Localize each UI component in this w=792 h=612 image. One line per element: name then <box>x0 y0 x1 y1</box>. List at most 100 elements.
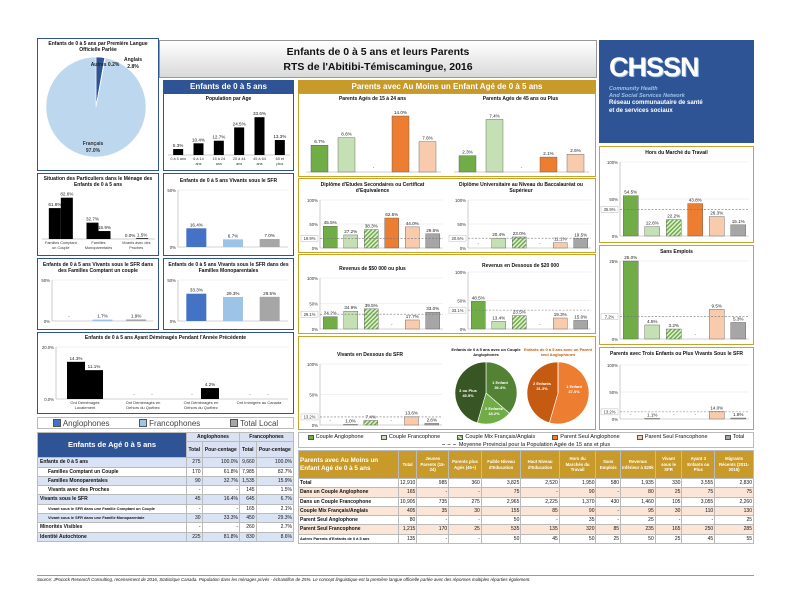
category-label: Dehors du Québec <box>126 405 160 410</box>
bar <box>223 296 243 321</box>
col-group: Francophones <box>238 431 295 443</box>
tick-label: 0% <box>612 417 618 422</box>
category-label: ans <box>236 162 242 166</box>
bar-label: - <box>329 418 331 423</box>
bar <box>364 308 379 330</box>
swatch-icon <box>636 434 643 440</box>
swatch-icon <box>552 434 559 440</box>
bar <box>424 423 440 426</box>
table-title: Parents avec Au Moins un Enfant Agé de 0… <box>298 450 399 479</box>
bar <box>623 260 639 340</box>
row-label: Familles Comptant un Couple <box>37 466 187 477</box>
bar-label: 23.0% <box>513 231 526 236</box>
bar-label: - <box>390 418 392 423</box>
average-box <box>600 408 619 416</box>
bar-label: - <box>539 241 541 246</box>
category-label: Vivants avec des <box>122 241 151 245</box>
row-label: Parent Seul Anglophone <box>298 515 399 526</box>
bar <box>337 137 356 173</box>
bar <box>644 226 660 237</box>
average-box <box>600 206 619 213</box>
bar <box>274 140 285 155</box>
bar <box>573 320 588 330</box>
chart-title: Population par Age <box>205 96 252 102</box>
table-cell: - <box>448 515 482 526</box>
legend-label: Francophones <box>149 418 201 428</box>
children-table: Enfants de Agé 0 à 5 ans Anglophones Fra… <box>37 431 295 542</box>
bar-label: - <box>133 392 135 397</box>
average-box <box>600 313 619 320</box>
table-cell: 50 <box>620 533 656 545</box>
bar <box>259 296 280 321</box>
legend-item: Parent Seul Francophone <box>636 434 708 440</box>
bar <box>173 149 184 155</box>
pie-label: 31.3% <box>536 386 548 391</box>
bar-label: 2.6% <box>427 417 437 422</box>
table-cell: - <box>416 515 450 526</box>
table-cell: 2,520 <box>520 477 560 489</box>
pie-slice <box>454 361 487 424</box>
bar-label: 1.5% <box>137 232 147 237</box>
bar-label: 22.2% <box>667 214 680 219</box>
bar-label: 1.9% <box>131 313 141 318</box>
average-box <box>300 310 319 318</box>
tick-label: 50% <box>457 222 466 227</box>
col-header: Hors du Marchés du Travail <box>558 450 597 479</box>
bar-label: 29.3% <box>226 291 239 296</box>
bar <box>512 236 527 249</box>
swatch-icon <box>229 419 238 427</box>
bar-label: 5.3% <box>173 143 183 148</box>
tick-label: 100% <box>607 363 618 368</box>
table-cell: 12,910 <box>397 477 418 489</box>
table-cell: 85 <box>595 524 622 535</box>
table-row: Vivants avec des Proches - -145 1.5% <box>37 485 295 496</box>
average-box <box>448 306 467 314</box>
bar-label: 9.5% <box>712 303 722 308</box>
bar-label: 25.0% <box>624 255 637 260</box>
bar-label: 82.6% <box>60 192 73 197</box>
bar <box>709 309 725 340</box>
pie-label: 1 Enfant <box>566 384 582 389</box>
tick-label: 0% <box>460 327 466 332</box>
bar <box>425 233 440 249</box>
pie-label: 1 Enfant <box>492 380 508 385</box>
swatch-icon <box>52 419 61 427</box>
household-chart: 61.8% 82.6% 32.7% 15.9% 0.0% 1.5% Familles Com… <box>42 192 155 250</box>
table-cell: 25 <box>654 487 683 498</box>
bar <box>485 119 504 173</box>
tick-label: 0% <box>612 337 618 342</box>
bar-label: - <box>151 392 153 397</box>
chart-title: Parents avec Trois Enfants ou Plus Vivan… <box>610 351 744 357</box>
table-cell: - <box>520 515 560 526</box>
category-label: Localement <box>75 405 97 410</box>
age-panel: Population par Age 5.3% 10.4% 12.7% 24.5% 33… <box>163 93 294 171</box>
legend-right: Couple Anglophone Couple Francophone Cou… <box>298 432 754 448</box>
swatch-icon <box>724 434 731 440</box>
bar <box>539 156 558 173</box>
pie-slice <box>485 361 518 414</box>
table-cell: 580 <box>595 477 622 489</box>
row-label: Dans un Couple Francophone <box>298 496 399 507</box>
bar-label: 7.0% <box>264 233 274 238</box>
bar-label: 6.7% <box>228 233 238 238</box>
legend-item-francophones: Francophones <box>139 419 200 428</box>
table-cell: 275 <box>448 496 482 507</box>
pie-label: Anglais <box>124 57 142 63</box>
table-row: Couple Mix Français/Anglais 405 35 30 155 85 9… <box>298 505 754 517</box>
bar-label: 11.1% <box>554 237 567 242</box>
bar-label: 14.3% <box>69 356 82 361</box>
bar-label: 3.2% <box>669 323 679 328</box>
row-label: Identité Autochtone <box>37 531 187 542</box>
category-label: 65 et <box>276 157 285 161</box>
table-cell: 35 <box>558 515 597 526</box>
income-50k-chart: 100% 50% 0% 24.2% 34.9% 39.5% - 17.7% 33.0% 29.1% <box>300 276 443 332</box>
pie-label: Français <box>83 141 104 147</box>
bar-label: 44.0% <box>406 221 419 226</box>
table-cell: 645 <box>238 494 257 505</box>
table-cell: - <box>201 503 240 515</box>
tick-label: 50% <box>167 188 176 193</box>
table-cell: 75 <box>714 487 754 498</box>
table-cell: 320 <box>558 524 597 535</box>
table-cell: 2,965 <box>480 496 522 507</box>
title-line1: Enfants de 0 à 5 ans et leurs Parents <box>286 46 470 58</box>
